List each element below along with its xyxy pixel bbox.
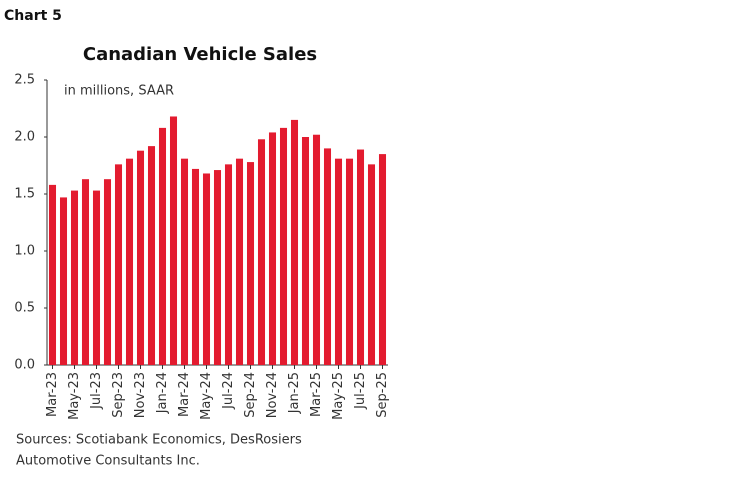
bar [202, 173, 211, 365]
y-tick-label: 0.0 [14, 358, 35, 373]
x-tick-label: Nov-23 [133, 372, 148, 418]
bar [301, 137, 310, 365]
x-tick-label: Jul-23 [89, 372, 104, 410]
bar [125, 158, 134, 365]
x-tick-label: Sep-24 [243, 372, 258, 418]
bar [180, 158, 189, 365]
source-line: Sources: Scotiabank Economics, DesRosier… [16, 433, 302, 448]
chart-title: Canadian Vehicle Sales [83, 44, 317, 65]
x-tick-label: May-23 [67, 372, 82, 420]
bar [345, 158, 354, 365]
bar [378, 154, 387, 365]
bar [213, 170, 222, 365]
bar [323, 148, 332, 365]
bar [59, 197, 68, 365]
source-line: Automotive Consultants Inc. [16, 454, 200, 469]
chart-subtitle: in millions, SAAR [64, 84, 174, 99]
x-tick-label: Sep-25 [375, 372, 390, 418]
bar [147, 146, 156, 365]
bar [356, 149, 365, 365]
bar [70, 190, 79, 365]
x-tick-label: Nov-24 [265, 372, 280, 418]
bar [136, 150, 145, 365]
x-tick-label: Mar-24 [177, 372, 192, 417]
y-tick-label: 2.5 [14, 73, 35, 88]
y-tick-label: 1.0 [14, 244, 35, 259]
x-tick-label: Jul-24 [221, 372, 236, 410]
bar [367, 164, 376, 365]
y-tick-label: 0.5 [14, 301, 35, 316]
bar [114, 164, 123, 365]
y-tick-label: 1.5 [14, 187, 35, 202]
bar [224, 164, 233, 365]
bar [169, 116, 178, 365]
bar [312, 134, 321, 365]
x-tick-label: Sep-23 [111, 372, 126, 418]
bar [92, 190, 101, 365]
bar [290, 119, 299, 366]
x-tick-label: May-24 [199, 372, 214, 420]
x-tick-label: Jan-25 [287, 372, 302, 414]
bar [48, 184, 57, 365]
bar [158, 127, 167, 365]
bar [81, 179, 90, 365]
y-tick-label: 2.0 [14, 130, 35, 145]
bar [103, 179, 112, 365]
bar [334, 158, 343, 365]
bar [257, 139, 266, 365]
bar [235, 158, 244, 365]
bar [246, 162, 255, 365]
x-tick-label: Mar-23 [45, 372, 60, 417]
x-tick-label: May-25 [331, 372, 346, 420]
bar [268, 132, 277, 365]
chart-number: Chart 5 [4, 8, 62, 24]
bar [191, 168, 200, 365]
x-tick-label: Mar-25 [309, 372, 324, 417]
x-tick-label: Jul-25 [353, 372, 368, 410]
x-tick-label: Jan-24 [155, 372, 170, 414]
bar [279, 127, 288, 365]
